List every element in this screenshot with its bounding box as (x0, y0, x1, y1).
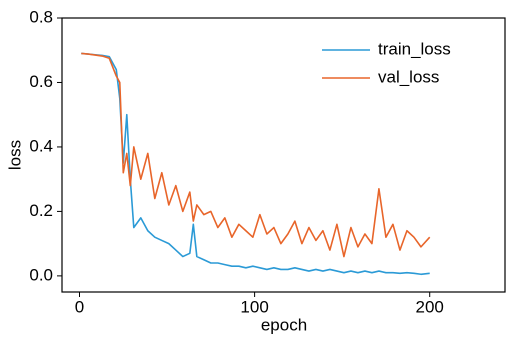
x-tick-label: 0 (75, 297, 84, 316)
x-tick-label: 100 (240, 297, 268, 316)
y-tick-label: 0.2 (29, 201, 53, 220)
x-axis-label: epoch (261, 315, 307, 334)
x-tick-label: 200 (416, 297, 444, 316)
y-tick-label: 0.8 (29, 7, 53, 26)
line-series (81, 52, 431, 258)
legend-label: val_loss (378, 67, 439, 86)
plot-frame (61, 17, 506, 293)
y-tick-label: 0.4 (29, 136, 53, 155)
y-tick-label: 0.0 (29, 265, 53, 284)
y-axis-label: loss (5, 140, 24, 170)
legend-box (311, 31, 463, 97)
line-series (81, 52, 430, 276)
y-tick-label: 0.6 (29, 72, 53, 91)
legend-label: train_loss (378, 39, 451, 58)
